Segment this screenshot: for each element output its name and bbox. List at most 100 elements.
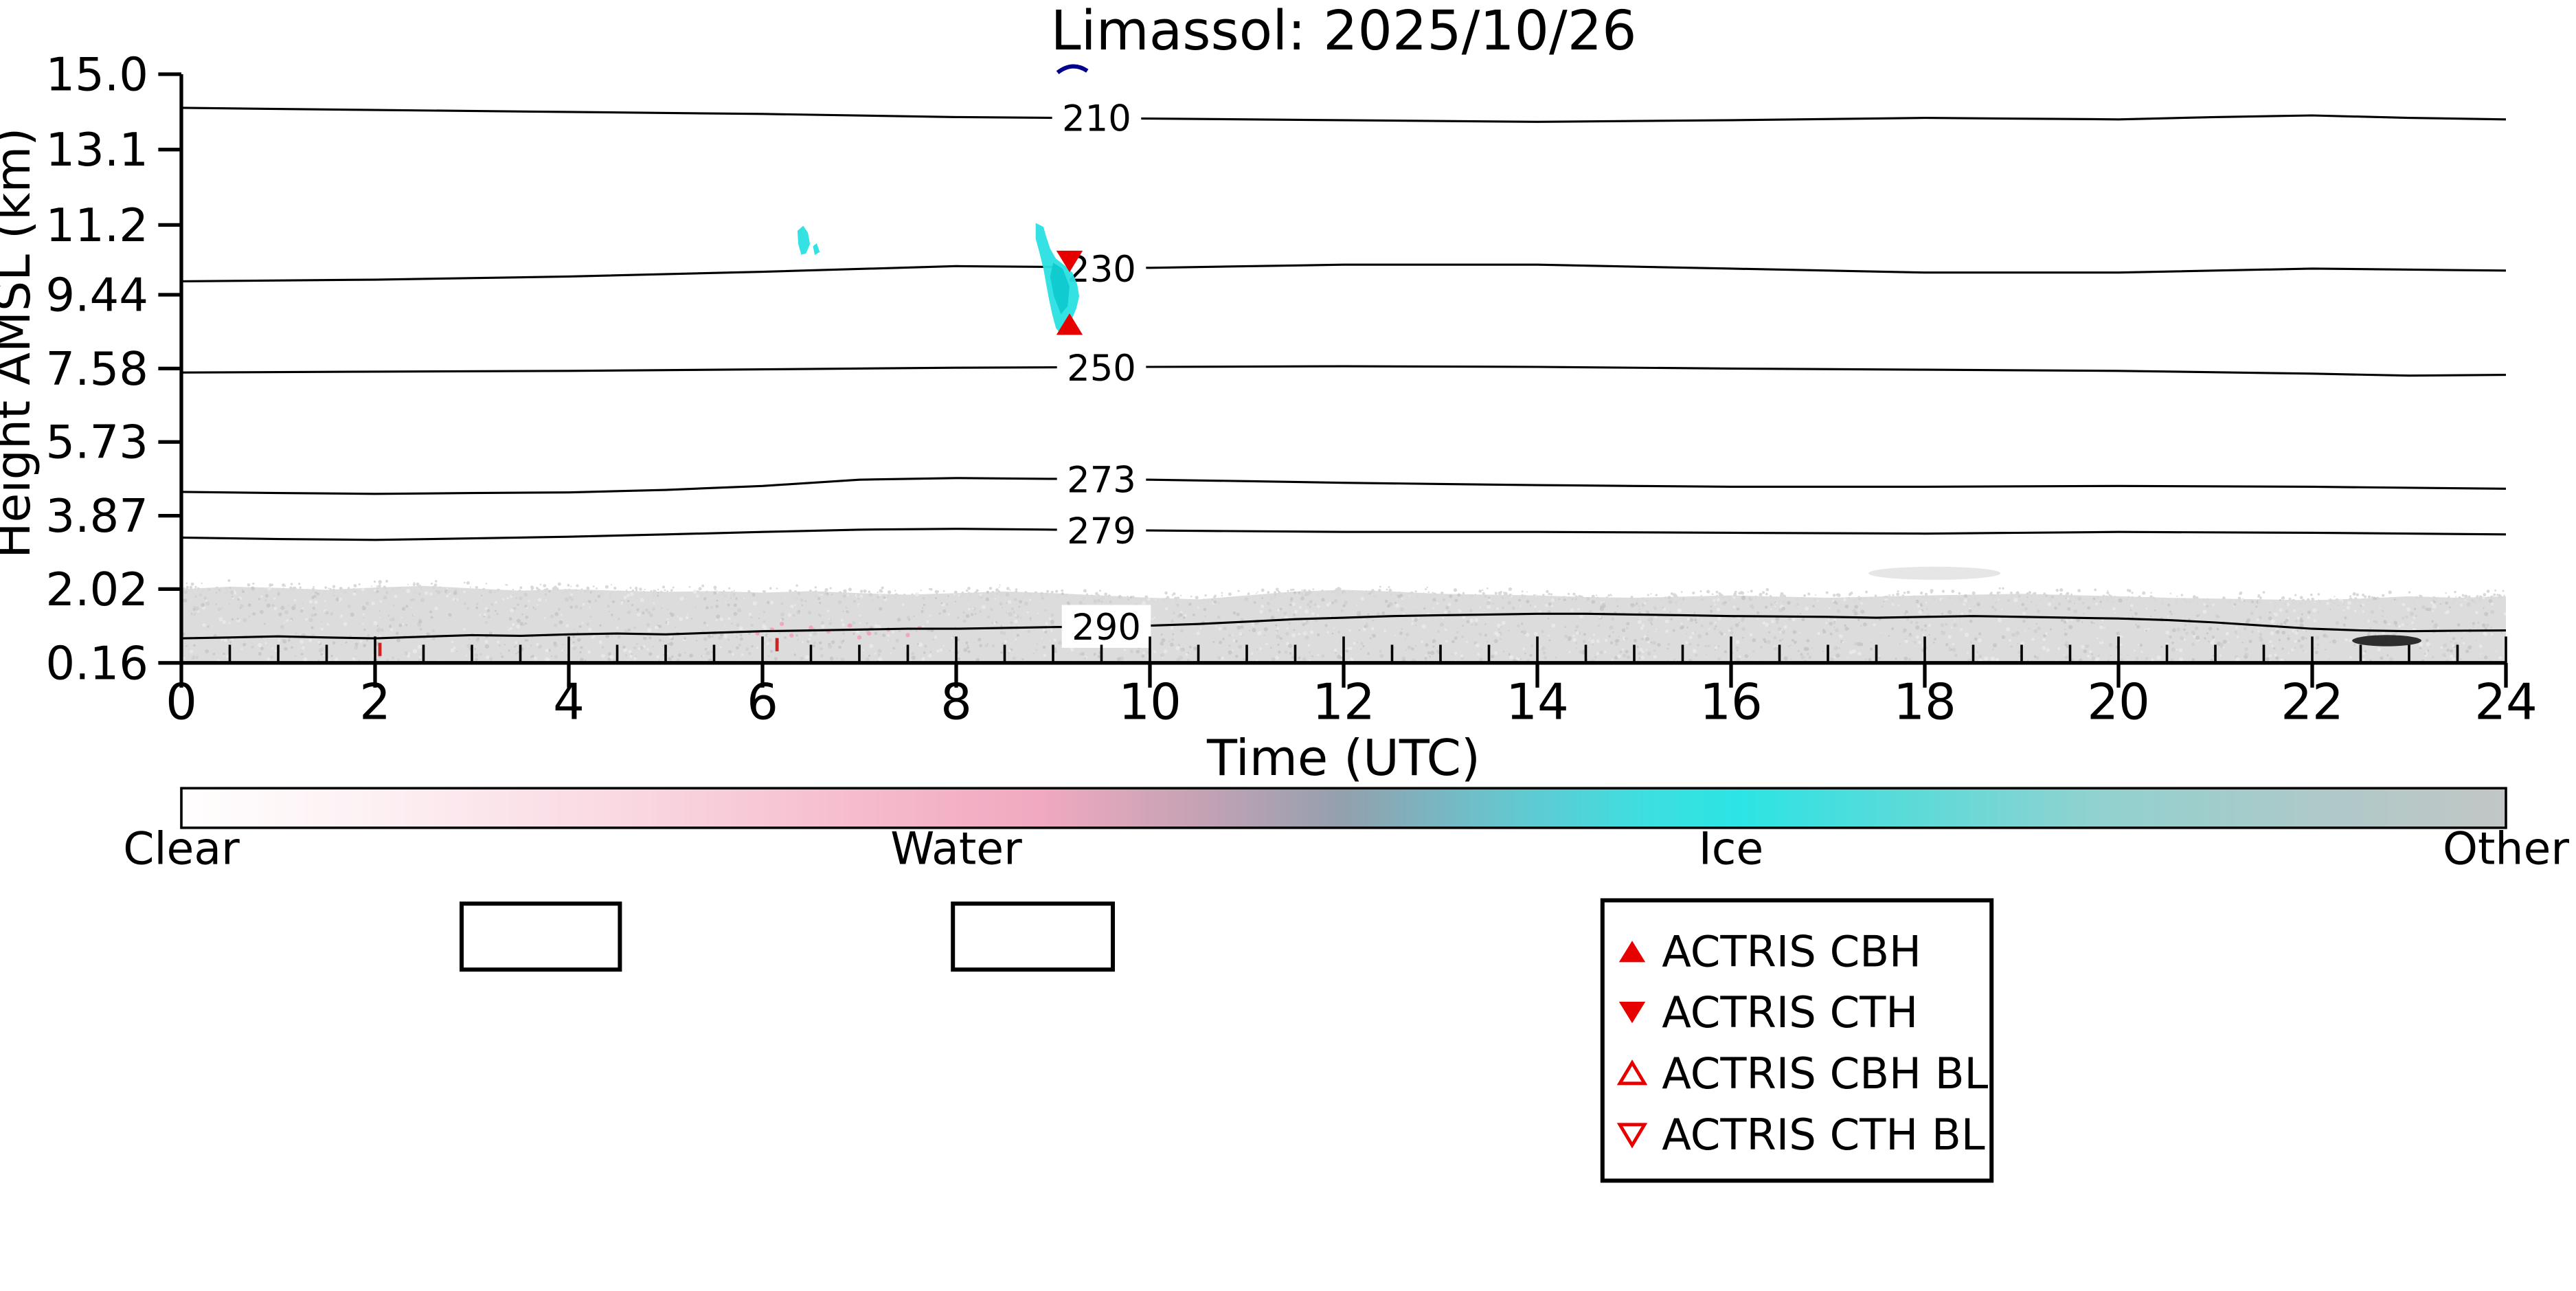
speckle	[1502, 651, 1504, 653]
speckle	[557, 607, 561, 611]
speckle-edge	[431, 582, 433, 585]
speckle	[887, 634, 890, 637]
speckle	[1668, 600, 1673, 605]
speckle	[267, 586, 272, 591]
speckle	[2471, 598, 2474, 602]
speckle-edge	[194, 585, 197, 588]
speckle	[649, 613, 653, 618]
speckle-edge	[688, 585, 691, 588]
speckle	[1667, 647, 1669, 650]
speckle-edge	[290, 583, 293, 585]
speckle	[273, 607, 278, 611]
speckle	[1923, 624, 1928, 627]
speckle	[2411, 621, 2415, 625]
speckle-edge	[2108, 594, 2111, 596]
speckle-edge	[1702, 598, 1706, 600]
speckle	[429, 592, 433, 596]
speckle	[1004, 640, 1008, 644]
speckle	[642, 610, 645, 613]
speckle	[536, 642, 539, 647]
speckle	[1952, 648, 1956, 652]
speckle-edge	[635, 589, 638, 592]
speckle-edge	[593, 590, 596, 593]
speckle-edge	[954, 594, 958, 597]
speckle	[1642, 624, 1645, 627]
speckle-edge	[626, 590, 628, 592]
speckle	[1742, 636, 1744, 639]
speckle	[350, 612, 354, 617]
speckle	[1306, 620, 1309, 622]
speckle-edge	[1903, 592, 1906, 594]
speckle	[1236, 625, 1241, 630]
speckle	[1379, 650, 1382, 653]
speckle	[1812, 605, 1815, 608]
speckle	[271, 647, 274, 649]
speckle	[2068, 625, 2073, 629]
speckle	[633, 657, 637, 660]
speckle	[1018, 605, 1021, 608]
speckle	[917, 643, 919, 645]
speckle	[1309, 605, 1312, 609]
speckle-edge	[1321, 590, 1324, 593]
speckle	[1897, 604, 1899, 607]
speckle	[1623, 653, 1627, 658]
speckle	[385, 591, 389, 594]
speckle-edge	[368, 590, 371, 593]
speckle	[294, 655, 297, 657]
speckle	[452, 597, 456, 601]
speckle	[407, 655, 410, 658]
speckle-edge	[2028, 591, 2031, 594]
speckle	[405, 624, 408, 627]
speckle	[2452, 657, 2456, 661]
speckle	[363, 644, 367, 648]
speckle	[530, 644, 532, 647]
speckle	[2236, 636, 2239, 638]
speckle	[1961, 612, 1964, 616]
speckle	[809, 633, 812, 637]
speckle	[2024, 630, 2026, 632]
speckle-edge	[1682, 600, 1684, 603]
speckle	[911, 655, 916, 660]
speckle	[1287, 644, 1293, 649]
speckle	[1458, 609, 1462, 613]
speckle	[1860, 642, 1864, 647]
speckle	[756, 647, 759, 649]
speckle	[475, 653, 479, 658]
speckle	[185, 645, 188, 647]
speckle	[2031, 638, 2035, 641]
speckle	[1617, 654, 1621, 658]
speckle	[2098, 654, 2100, 657]
speckle-edge	[713, 585, 717, 590]
speckle	[1768, 631, 1771, 633]
speckle	[2233, 605, 2235, 608]
speckle	[1381, 611, 1386, 615]
speckle	[1220, 656, 1224, 660]
speckle	[2476, 640, 2478, 642]
speckle-edge	[475, 585, 478, 589]
speckle-edge	[1006, 587, 1010, 590]
speckle	[1093, 654, 1096, 656]
speckle	[215, 592, 218, 594]
speckle	[1741, 627, 1745, 631]
speckle-edge	[886, 595, 890, 598]
speckle	[195, 655, 199, 660]
speckle	[2193, 633, 2195, 636]
speckle	[1588, 610, 1592, 614]
speckle-edge	[1171, 594, 1174, 596]
speckle	[1447, 603, 1451, 607]
speckle	[2250, 611, 2254, 616]
speckle-edge	[2362, 593, 2365, 596]
speckle-edge	[1144, 595, 1149, 599]
speckle-edge	[580, 588, 583, 590]
speckle	[2047, 602, 2052, 607]
speckle	[936, 649, 940, 653]
speckle	[1790, 658, 1792, 660]
speckle	[1766, 640, 1771, 644]
speckle	[1744, 654, 1749, 658]
speckle-edge	[995, 588, 999, 592]
speckle	[1895, 658, 1897, 660]
speckle	[2279, 622, 2283, 627]
speckle-edge	[2367, 599, 2370, 602]
contour-label: 210	[1062, 98, 1131, 140]
speckle	[2064, 655, 2068, 659]
